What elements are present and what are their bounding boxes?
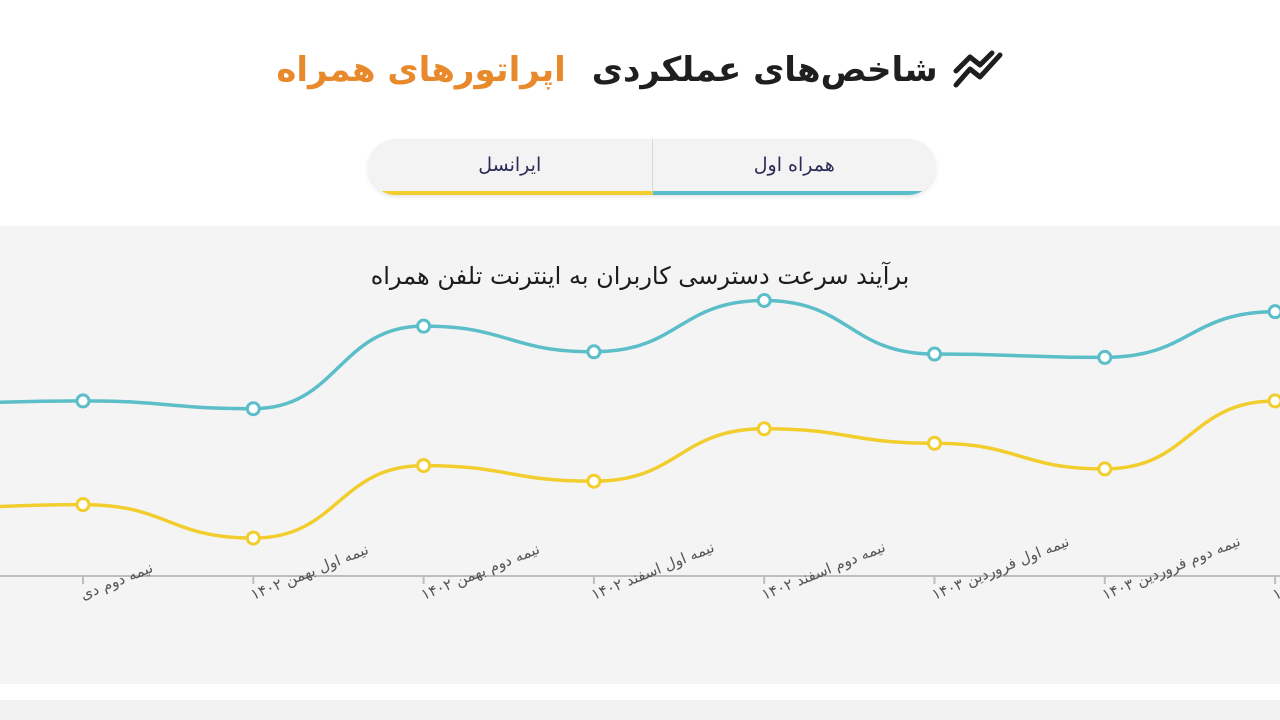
data-point-1-7[interactable] — [1267, 393, 1280, 409]
data-point-0-4[interactable] — [756, 293, 772, 308]
data-point-0-2[interactable] — [416, 318, 432, 334]
tab-irancell-label: ایرانسل — [478, 154, 542, 176]
tab-hamrah-aval-label: همراه اول — [753, 154, 835, 176]
x-tick-label-1: نیمه اول بهمن ۱۴۰۲ — [248, 540, 371, 604]
header: شاخص‌های عملکردی اپراتورهای همراه — [0, 30, 1280, 110]
title-main: شاخص‌های عملکردی — [591, 50, 938, 90]
data-point-1-2[interactable] — [416, 458, 432, 474]
chart-title: برآیند سرعت دسترسی کاربران به اینترنت تل… — [370, 262, 910, 290]
data-point-1-3[interactable] — [586, 473, 602, 489]
line-chart: نیمه دوم دی نیمه اول بهمن ۱۴۰۲ نیمه دوم به… — [0, 293, 1280, 604]
x-tick-label-5: نیمه اول فروردین ۱۴۰۳ — [929, 532, 1072, 604]
series-line-0 — [0, 298, 1276, 411]
data-point-0-3[interactable] — [586, 344, 602, 360]
tab-irancell[interactable]: ایرانسل — [368, 139, 653, 195]
x-tick-label-0: نیمه دوم دی — [78, 558, 156, 603]
data-point-1-4[interactable] — [756, 421, 772, 437]
operator-toggle: همراه اول ایرانسل — [368, 139, 936, 195]
x-tick-label-7: نیمه اول اردیبهشت ۱۴۰۳ — [1270, 529, 1280, 604]
data-point-0-5[interactable] — [927, 346, 942, 362]
data-point-0-0[interactable] — [75, 393, 91, 409]
data-point-0-6[interactable] — [1097, 349, 1113, 365]
data-point-1-6[interactable] — [1097, 461, 1113, 477]
data-point-0-1[interactable] — [245, 401, 261, 417]
data-point-1-5[interactable] — [927, 435, 942, 451]
x-tick-label-3: نیمه اول اسفند ۱۴۰۲ — [589, 538, 717, 604]
data-point-0-7[interactable] — [1267, 304, 1280, 320]
x-tick-label-6: نیمه دوم فروردین ۱۴۰۳ — [1100, 532, 1243, 604]
chart-panel — [0, 226, 1280, 684]
data-point-1-0[interactable] — [75, 497, 91, 513]
data-point-1-1[interactable] — [245, 530, 261, 546]
page-title: شاخص‌های عملکردی اپراتورهای همراه — [276, 49, 1003, 91]
trending-chart-icon — [953, 50, 1003, 88]
series-line-1 — [0, 399, 1276, 540]
tab-hamrah-aval[interactable]: همراه اول — [652, 139, 936, 195]
x-tick-label-2: نیمه دوم بهمن ۱۴۰۲ — [418, 540, 542, 604]
title-accent: اپراتورهای همراه — [276, 50, 566, 90]
x-tick-label-4: نیمه دوم اسفند ۱۴۰۲ — [759, 538, 888, 604]
footer-strip — [0, 700, 1280, 720]
